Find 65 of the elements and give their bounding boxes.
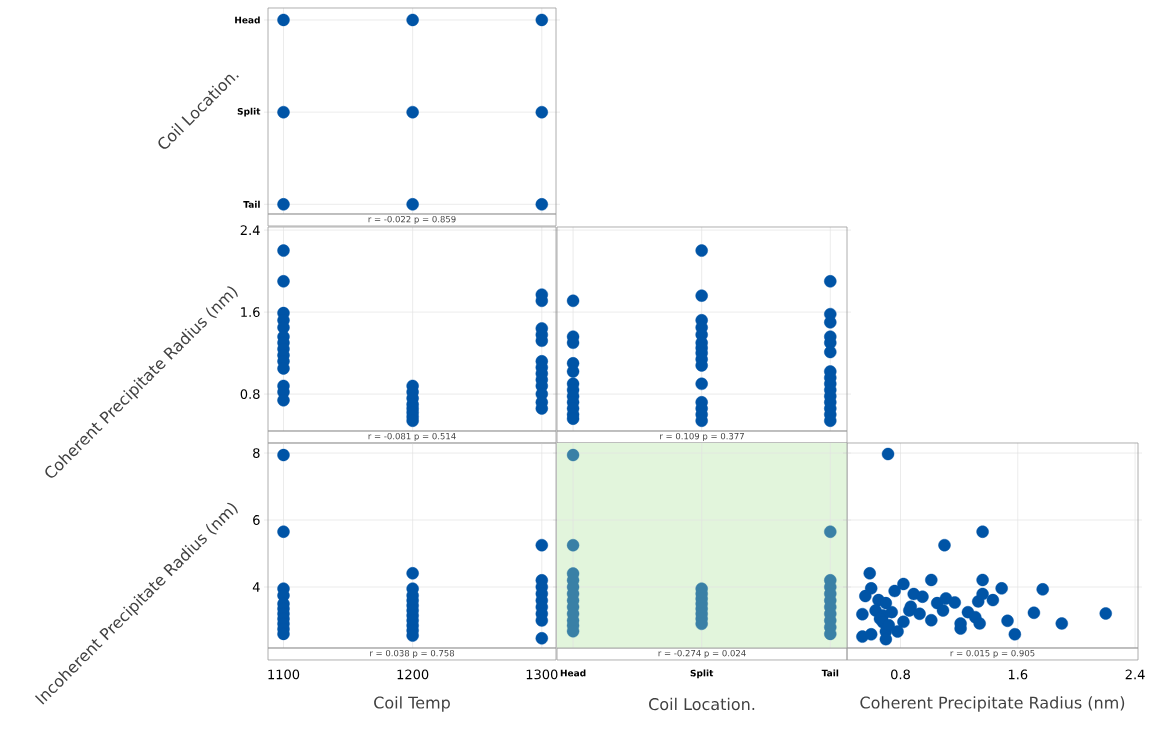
text: r = -0.274 p = 0.024	[658, 649, 746, 659]
point	[859, 589, 872, 603]
point	[879, 633, 893, 646]
text: r = 0.038 p = 0.758	[370, 649, 455, 659]
point	[1008, 628, 1022, 641]
text: r = -0.022 p = 0.859	[368, 215, 456, 225]
point	[976, 587, 989, 601]
point	[916, 590, 929, 603]
x-tick-label: 1300	[526, 669, 558, 680]
point	[897, 615, 910, 629]
point	[1099, 607, 1112, 620]
point	[1036, 583, 1049, 596]
text: r = 0.109 p = 0.377	[660, 432, 744, 442]
point	[406, 567, 419, 580]
y-tick-label: 8	[253, 448, 260, 458]
y-tick-label: Tail	[243, 200, 260, 208]
text: r = -0.081 p = 0.514	[368, 432, 456, 442]
x-tick-label: 1200	[397, 669, 429, 680]
x-tick-label: 1100	[268, 669, 300, 680]
point	[277, 275, 290, 288]
point	[879, 596, 893, 610]
text: r = 0.015 p = 0.905	[950, 649, 1035, 659]
point	[995, 582, 1008, 595]
point	[976, 573, 989, 587]
point	[888, 584, 901, 598]
point	[913, 607, 926, 621]
point	[938, 538, 951, 552]
x-tick-label: 0.8	[891, 669, 910, 680]
x-axis-title: Coil Temp	[374, 696, 450, 712]
y-tick-label: Split	[237, 107, 261, 117]
x-tick-label: Split	[690, 669, 714, 679]
y-tick-label: 4	[252, 582, 260, 592]
point	[277, 448, 290, 462]
point	[976, 525, 989, 538]
y-tick-label: 6	[253, 515, 260, 525]
point	[936, 604, 950, 617]
point	[948, 596, 961, 609]
point	[881, 447, 895, 461]
x-tick-label: Tail	[821, 669, 839, 677]
point	[864, 628, 878, 641]
point	[973, 617, 986, 630]
x-tick-label: 1.6	[1008, 669, 1028, 680]
x-axis-title: Coil Location.	[649, 697, 755, 711]
y-tick-label: 2.4	[240, 225, 260, 235]
y-tick-label: 0.8	[240, 389, 260, 399]
point	[863, 567, 876, 580]
x-tick-label: 2.4	[1125, 669, 1145, 680]
point	[1055, 617, 1068, 630]
x-tick-label: Head	[560, 669, 586, 677]
point	[1027, 606, 1041, 620]
point	[986, 593, 1000, 607]
point	[925, 573, 938, 587]
point	[897, 577, 910, 591]
y-tick-label: 1.6	[241, 307, 260, 317]
point	[891, 625, 904, 638]
point	[885, 605, 898, 619]
point	[535, 538, 548, 552]
point	[856, 607, 869, 621]
x-axis-title: Coherent Precipitate Radius (nm)	[860, 696, 1125, 712]
point	[277, 525, 290, 538]
point	[535, 632, 548, 645]
y-tick-label: Head	[235, 16, 260, 24]
point	[1001, 614, 1014, 628]
point	[925, 613, 938, 627]
point	[277, 244, 290, 257]
